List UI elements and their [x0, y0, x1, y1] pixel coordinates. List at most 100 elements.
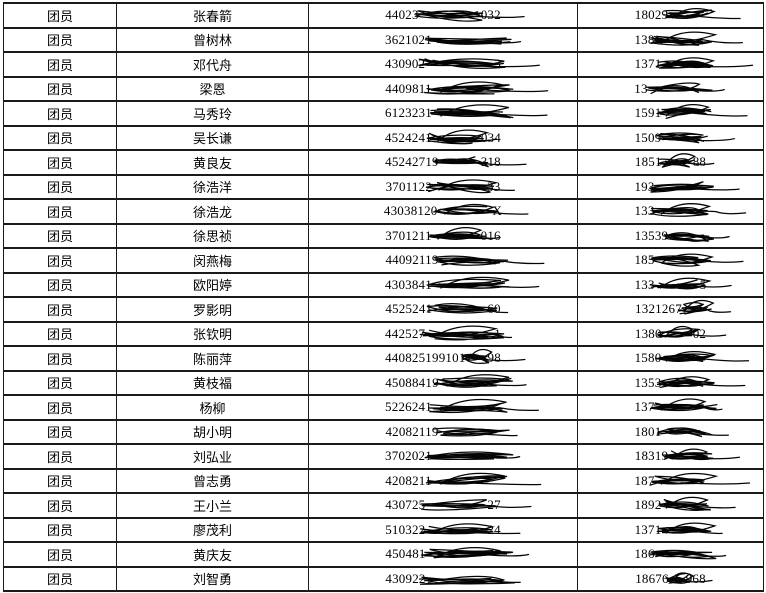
ink-stroke: [430, 129, 490, 142]
cell-id-number-visible-prefix: 44092119: [385, 252, 439, 268]
cell-phone: 186: [577, 541, 764, 568]
cell-role: 团员: [3, 443, 117, 470]
cell-name: 胡小明: [116, 418, 309, 445]
ink-stroke: [465, 283, 540, 288]
role-label: 团员: [46, 180, 73, 196]
cell-name: 张春箭: [116, 2, 309, 29]
ink-scribble: [420, 523, 521, 535]
role-label: 团员: [46, 351, 73, 367]
ink-stroke: [709, 310, 732, 314]
ink-scribble: [657, 522, 724, 534]
table-row: 团员 曾树林 3621021 138: [3, 26, 764, 53]
cell-name: 闵燕梅: [116, 247, 309, 274]
ink-scribble: [419, 325, 513, 341]
cell-phone: 1801: [577, 418, 764, 445]
cell-id-number: 430725 27: [308, 492, 578, 519]
cell-id-number: 442527 1: [308, 320, 578, 347]
cell-phone-visible-prefix: 193: [634, 178, 655, 194]
ink-stroke: [420, 549, 507, 559]
member-name: 杨柳: [199, 400, 226, 416]
ink-stroke: [683, 111, 749, 117]
cell-id-number: 4208211: [308, 467, 578, 494]
table-row: 团员 马秀玲 6123231 1591: [3, 100, 764, 127]
ink-stroke: [650, 207, 717, 213]
ink-scribble: [664, 231, 730, 242]
ink-stroke: [477, 504, 532, 509]
cell-phone-value: 1851 88: [635, 153, 715, 171]
cell-phone-visible-prefix: 138: [634, 31, 655, 47]
role-label: 团员: [46, 82, 73, 98]
table-row: 团员 胡小明 42082119 1801: [3, 418, 764, 445]
cell-phone: 1591: [577, 100, 764, 127]
role-label: 团员: [46, 8, 73, 24]
table-row: 团员 罗影明 4525241 60 1321267: [3, 296, 764, 323]
member-name: 曾树林: [192, 33, 232, 49]
cell-phone: 137: [577, 394, 764, 421]
ink-scribble: [658, 497, 737, 512]
cell-role: 团员: [3, 222, 117, 249]
ink-scribble: [657, 427, 730, 437]
cell-name: 黄良友: [116, 149, 309, 176]
cell-id-number-visible-prefix: 4208211: [385, 472, 432, 488]
ink-stroke: [658, 107, 712, 120]
member-name: 陈丽萍: [192, 351, 232, 367]
cell-id-number-value: 430725 27: [385, 496, 532, 514]
cell-id-number-visible-suffix: 016: [480, 227, 501, 243]
table-row: 团员 黄良友 45242719 318 1851 88: [3, 149, 764, 176]
ink-stroke: [498, 407, 539, 412]
cell-name: 徐浩龙: [116, 198, 309, 225]
cell-id-number-value: 4525241 60: [385, 300, 509, 318]
table-row: 团员 陈丽萍 440825199101 98 1580: [3, 345, 764, 372]
role-label: 团员: [46, 572, 73, 588]
ink-stroke: [465, 40, 522, 44]
cell-role: 团员: [3, 467, 117, 494]
ink-scribble: [423, 81, 549, 95]
table-row: 团员 黄庆友 450481 186: [3, 541, 764, 568]
ink-stroke: [425, 451, 514, 461]
ink-stroke: [427, 282, 506, 289]
ink-stroke: [658, 499, 712, 512]
cell-role: 团员: [3, 296, 117, 323]
cell-phone-visible-prefix: 1371: [634, 56, 662, 72]
ink-scribble: [426, 276, 540, 289]
ink-stroke: [432, 427, 497, 437]
table-row: 团员 徐浩龙 43038120 X 133: [3, 198, 764, 225]
cell-phone-value: 1892: [635, 496, 737, 514]
cell-role: 团员: [3, 247, 117, 274]
ink-stroke: [686, 456, 741, 460]
ink-stroke: [676, 283, 732, 288]
cell-id-number: 430922: [308, 565, 578, 592]
cell-phone-visible-prefix: 1801: [634, 423, 662, 439]
cell-id-number-value: 45088419: [385, 373, 527, 392]
member-name: 闵燕梅: [192, 253, 232, 269]
ink-stroke: [425, 37, 512, 43]
cell-id-number-visible-prefix: 42082119: [385, 423, 439, 439]
cell-name: 欧阳婷: [116, 271, 309, 298]
ink-stroke: [449, 13, 525, 19]
table-row: 团员 黄枝福 45088419 1353: [3, 369, 764, 396]
cell-id-number: 3621021: [308, 26, 578, 53]
cell-id-number-visible-prefix: 45088419: [385, 374, 439, 390]
cell-id-number-visible-suffix: 98: [487, 350, 501, 366]
cell-phone-visible-prefix: 133: [634, 203, 655, 219]
cell-phone-visible-prefix: 1371: [634, 521, 662, 537]
ink-stroke: [683, 381, 746, 387]
cell-phone: 187: [577, 467, 764, 494]
ink-stroke: [463, 349, 493, 362]
ink-stroke: [465, 87, 549, 92]
role-label: 团员: [46, 131, 73, 147]
cell-phone-value: 193: [634, 178, 740, 196]
member-name: 欧阳婷: [192, 278, 232, 294]
ink-stroke: [653, 253, 714, 265]
cell-phone: 18029: [577, 2, 764, 29]
cell-phone-value: 187: [634, 472, 750, 490]
cell-phone-value: 1580: [635, 349, 750, 367]
member-name: 曾志勇: [192, 474, 232, 490]
ink-stroke: [424, 325, 499, 338]
cell-id-number-value: 4208211: [385, 472, 542, 490]
ink-scribble: [663, 448, 741, 461]
ink-stroke: [433, 257, 508, 264]
cell-name: 黄枝福: [116, 369, 309, 396]
cell-id-number-value: 3701211 016: [385, 226, 501, 245]
ink-scribble: [656, 132, 736, 144]
